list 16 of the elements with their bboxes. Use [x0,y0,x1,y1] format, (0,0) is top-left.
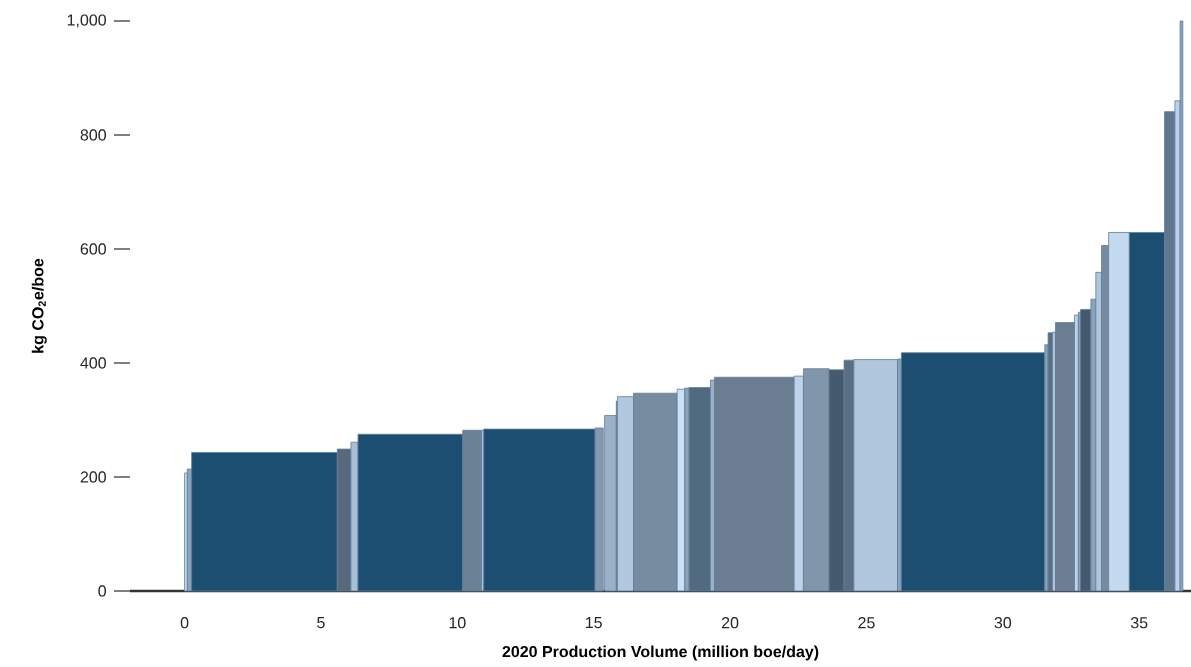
x-tick-label: 0 [180,617,189,629]
x-tick-label: 5 [317,617,325,629]
y-tick-label: 400 [80,357,106,369]
y-tick-label: 800 [80,129,106,141]
y-tick-label: 0 [98,585,106,597]
y-tick-label: 200 [80,471,106,483]
y-tick-label: 600 [80,243,106,255]
x-tick-label: 25 [858,617,875,629]
y-axis-title: kg CO$_{2}$e/boe [31,258,47,353]
x-axis-title: 2020 Production Volume (million boe/day) [502,645,819,661]
x-tick-label: 35 [1130,617,1148,629]
x-tick-label: 15 [586,617,602,629]
y-tick-label: 1,000 [67,14,106,28]
x-tick-label: 30 [994,617,1012,629]
x-tick-label: 10 [449,617,466,629]
x-tick-label: 20 [721,617,739,629]
